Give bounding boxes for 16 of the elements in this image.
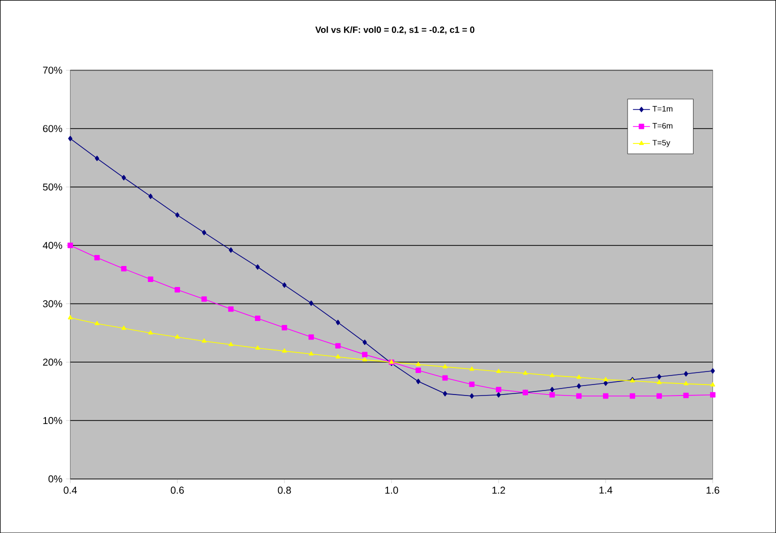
x-tick-label: 0.4 — [64, 486, 77, 494]
y-tick-label: 0% — [48, 475, 62, 482]
x-tick-label: 0.8 — [278, 486, 291, 494]
y-tick-label: 70% — [43, 66, 62, 74]
x-tick-label: 1.4 — [600, 486, 612, 494]
y-tick-label: 20% — [43, 358, 62, 366]
y-tick-label: 10% — [43, 416, 62, 424]
y-tick-label: 60% — [43, 125, 62, 132]
y-tick-label: 40% — [42, 242, 62, 249]
x-tick-label: 0.6 — [170, 486, 184, 494]
x-tick-label: 1.2 — [492, 486, 506, 494]
y-tick-label: 30% — [42, 300, 62, 308]
x-tick-label: 1.0 — [385, 486, 398, 494]
chart-title: Vol vs K/F: vol0 = 0.2, s1 = -0.2, c1 = 0 — [315, 26, 474, 34]
y-tick-label: 50% — [42, 183, 62, 190]
x-tick-label: 1.6 — [706, 486, 720, 494]
